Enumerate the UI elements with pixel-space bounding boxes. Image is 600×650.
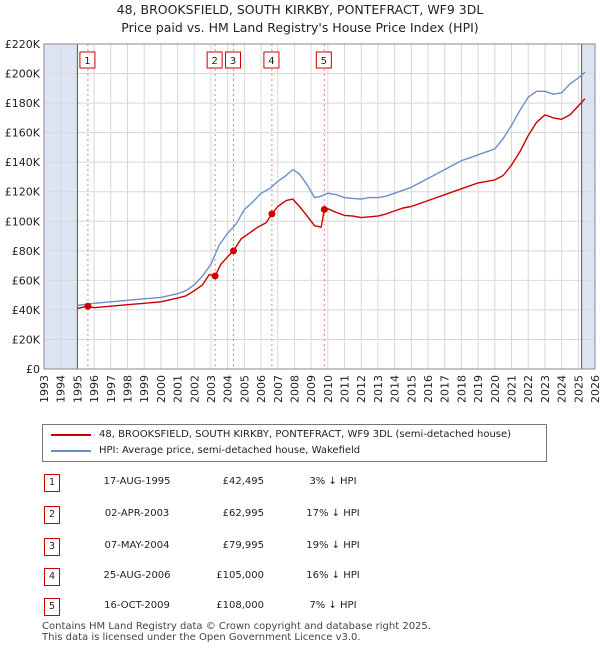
x-tick-label: 1998 (121, 375, 134, 403)
transaction-point (211, 272, 219, 280)
x-tick-label: 2022 (522, 375, 535, 403)
transaction-label-box (79, 51, 96, 69)
legend-swatch-hpi (51, 449, 91, 452)
y-tick-label: £20K (12, 333, 41, 346)
x-tick-label: 2023 (539, 375, 552, 403)
legend-item-hpi: HPI: Average price, semi-detached house,… (51, 445, 360, 456)
transaction-label-box (263, 51, 280, 69)
chart-subtitle: Price paid vs. HM Land Registry's House … (121, 20, 479, 35)
transaction-point (268, 210, 276, 218)
y-tick-label: £80K (12, 245, 41, 258)
transaction-label-box (206, 51, 223, 69)
transaction-hpi: 3% ↓ HPI (309, 476, 357, 487)
property-series-line (77, 98, 586, 310)
transaction-label: 1 (84, 56, 90, 67)
hpi-series-line (77, 71, 586, 307)
footer-licence: This data is licensed under the Open Gov… (42, 632, 361, 643)
x-tick-label: 1996 (88, 375, 101, 403)
transaction-hpi: 19% ↓ HPI (306, 540, 360, 551)
transaction-hpi: 7% ↓ HPI (309, 600, 357, 611)
transaction-date: 16-OCT-2009 (104, 600, 170, 611)
shaded-region (581, 44, 595, 369)
transaction-number: 5 (44, 598, 60, 616)
x-tick-label: 2017 (439, 375, 452, 403)
legend-label-property: 48, BROOKSFIELD, SOUTH KIRKBY, PONTEFRAC… (99, 429, 512, 440)
y-tick-label: £40K (12, 304, 41, 317)
x-tick-label: 2012 (355, 375, 368, 403)
x-tick-label: 2015 (405, 375, 418, 403)
transaction-price: £108,000 (216, 600, 264, 611)
x-tick-label: 1993 (38, 375, 51, 403)
plot-frame (43, 43, 596, 370)
x-tick-label: 2009 (305, 375, 318, 403)
transaction-point (320, 205, 328, 213)
transaction-date: 17-AUG-1995 (103, 476, 171, 487)
plot-area (44, 44, 595, 369)
y-tick-label: £100K (5, 215, 41, 228)
x-tick-label: 2011 (339, 375, 352, 403)
y-tick-label: £200K (5, 68, 41, 81)
x-tick-label: 1995 (71, 375, 84, 403)
y-tick-label: £160K (5, 127, 41, 140)
x-tick-label: 2024 (556, 375, 569, 403)
transaction-label: 4 (268, 56, 274, 67)
legend-label-hpi: HPI: Average price, semi-detached house,… (99, 445, 361, 456)
y-tick-label: £140K (5, 156, 41, 169)
x-tick-label: 2007 (272, 375, 285, 403)
footer-copyright: Contains HM Land Registry data © Crown c… (42, 621, 431, 632)
x-tick-label: 2010 (322, 375, 335, 403)
x-tick-label: 2016 (422, 375, 435, 403)
transaction-date: 07-MAY-2004 (104, 540, 170, 551)
transaction-label: 5 (321, 56, 327, 67)
y-tick-label: £180K (5, 97, 41, 110)
x-tick-label: 2001 (172, 375, 185, 403)
transaction-price: £79,995 (222, 540, 264, 551)
x-tick-label: 2025 (572, 375, 585, 403)
transaction-point (230, 247, 238, 255)
transaction-price: £62,995 (222, 508, 264, 519)
transaction-number: 3 (44, 538, 60, 556)
x-tick-label: 2021 (506, 375, 519, 403)
x-tick-label: 1994 (55, 375, 68, 403)
x-tick-label: 1999 (138, 375, 151, 403)
transaction-number: 4 (44, 568, 60, 586)
x-tick-label: 1997 (105, 375, 118, 403)
transaction-hpi: 17% ↓ HPI (306, 508, 360, 519)
y-tick-label: £60K (12, 274, 41, 287)
x-tick-label: 2019 (472, 375, 485, 403)
transaction-point (84, 302, 92, 310)
x-tick-label: 2000 (155, 375, 168, 403)
transaction-date: 25-AUG-2006 (103, 570, 171, 581)
x-tick-label: 2018 (455, 375, 468, 403)
legend: 48, BROOKSFIELD, SOUTH KIRKBY, PONTEFRAC… (42, 424, 547, 462)
x-tick-label: 2003 (205, 375, 218, 403)
y-tick-label: £0 (26, 363, 40, 376)
legend-item-property: 48, BROOKSFIELD, SOUTH KIRKBY, PONTEFRAC… (51, 429, 511, 440)
y-tick-label: £120K (5, 186, 41, 199)
x-tick-label: 2005 (238, 375, 251, 403)
transaction-date: 02-APR-2003 (104, 508, 170, 519)
transaction-hpi: 16% ↓ HPI (306, 570, 360, 581)
transaction-label-box (225, 51, 242, 69)
transaction-price: £105,000 (216, 570, 264, 581)
x-tick-label: 2020 (489, 375, 502, 403)
transaction-label-box (315, 51, 332, 69)
x-tick-label: 2026 (589, 375, 600, 403)
x-tick-label: 2004 (222, 375, 235, 403)
x-tick-label: 2013 (372, 375, 385, 403)
x-tick-label: 2002 (188, 375, 201, 403)
chart-title: 48, BROOKSFIELD, SOUTH KIRKBY, PONTEFRAC… (116, 2, 484, 17)
transaction-label: 3 (230, 56, 236, 67)
transaction-number: 1 (44, 474, 60, 492)
transaction-price: £42,495 (222, 476, 264, 487)
x-tick-label: 2006 (255, 375, 268, 403)
transaction-label: 2 (211, 56, 217, 67)
x-tick-label: 2008 (288, 375, 301, 403)
price-chart: 1 2 3 4 5 £0 £20K £40K £60K £80K £100K £120K £140K £1… (5, 38, 600, 403)
transaction-number: 2 (44, 506, 60, 524)
x-tick-label: 2014 (389, 375, 402, 403)
legend-swatch-property (51, 433, 91, 436)
y-tick-label: £220K (5, 38, 41, 51)
